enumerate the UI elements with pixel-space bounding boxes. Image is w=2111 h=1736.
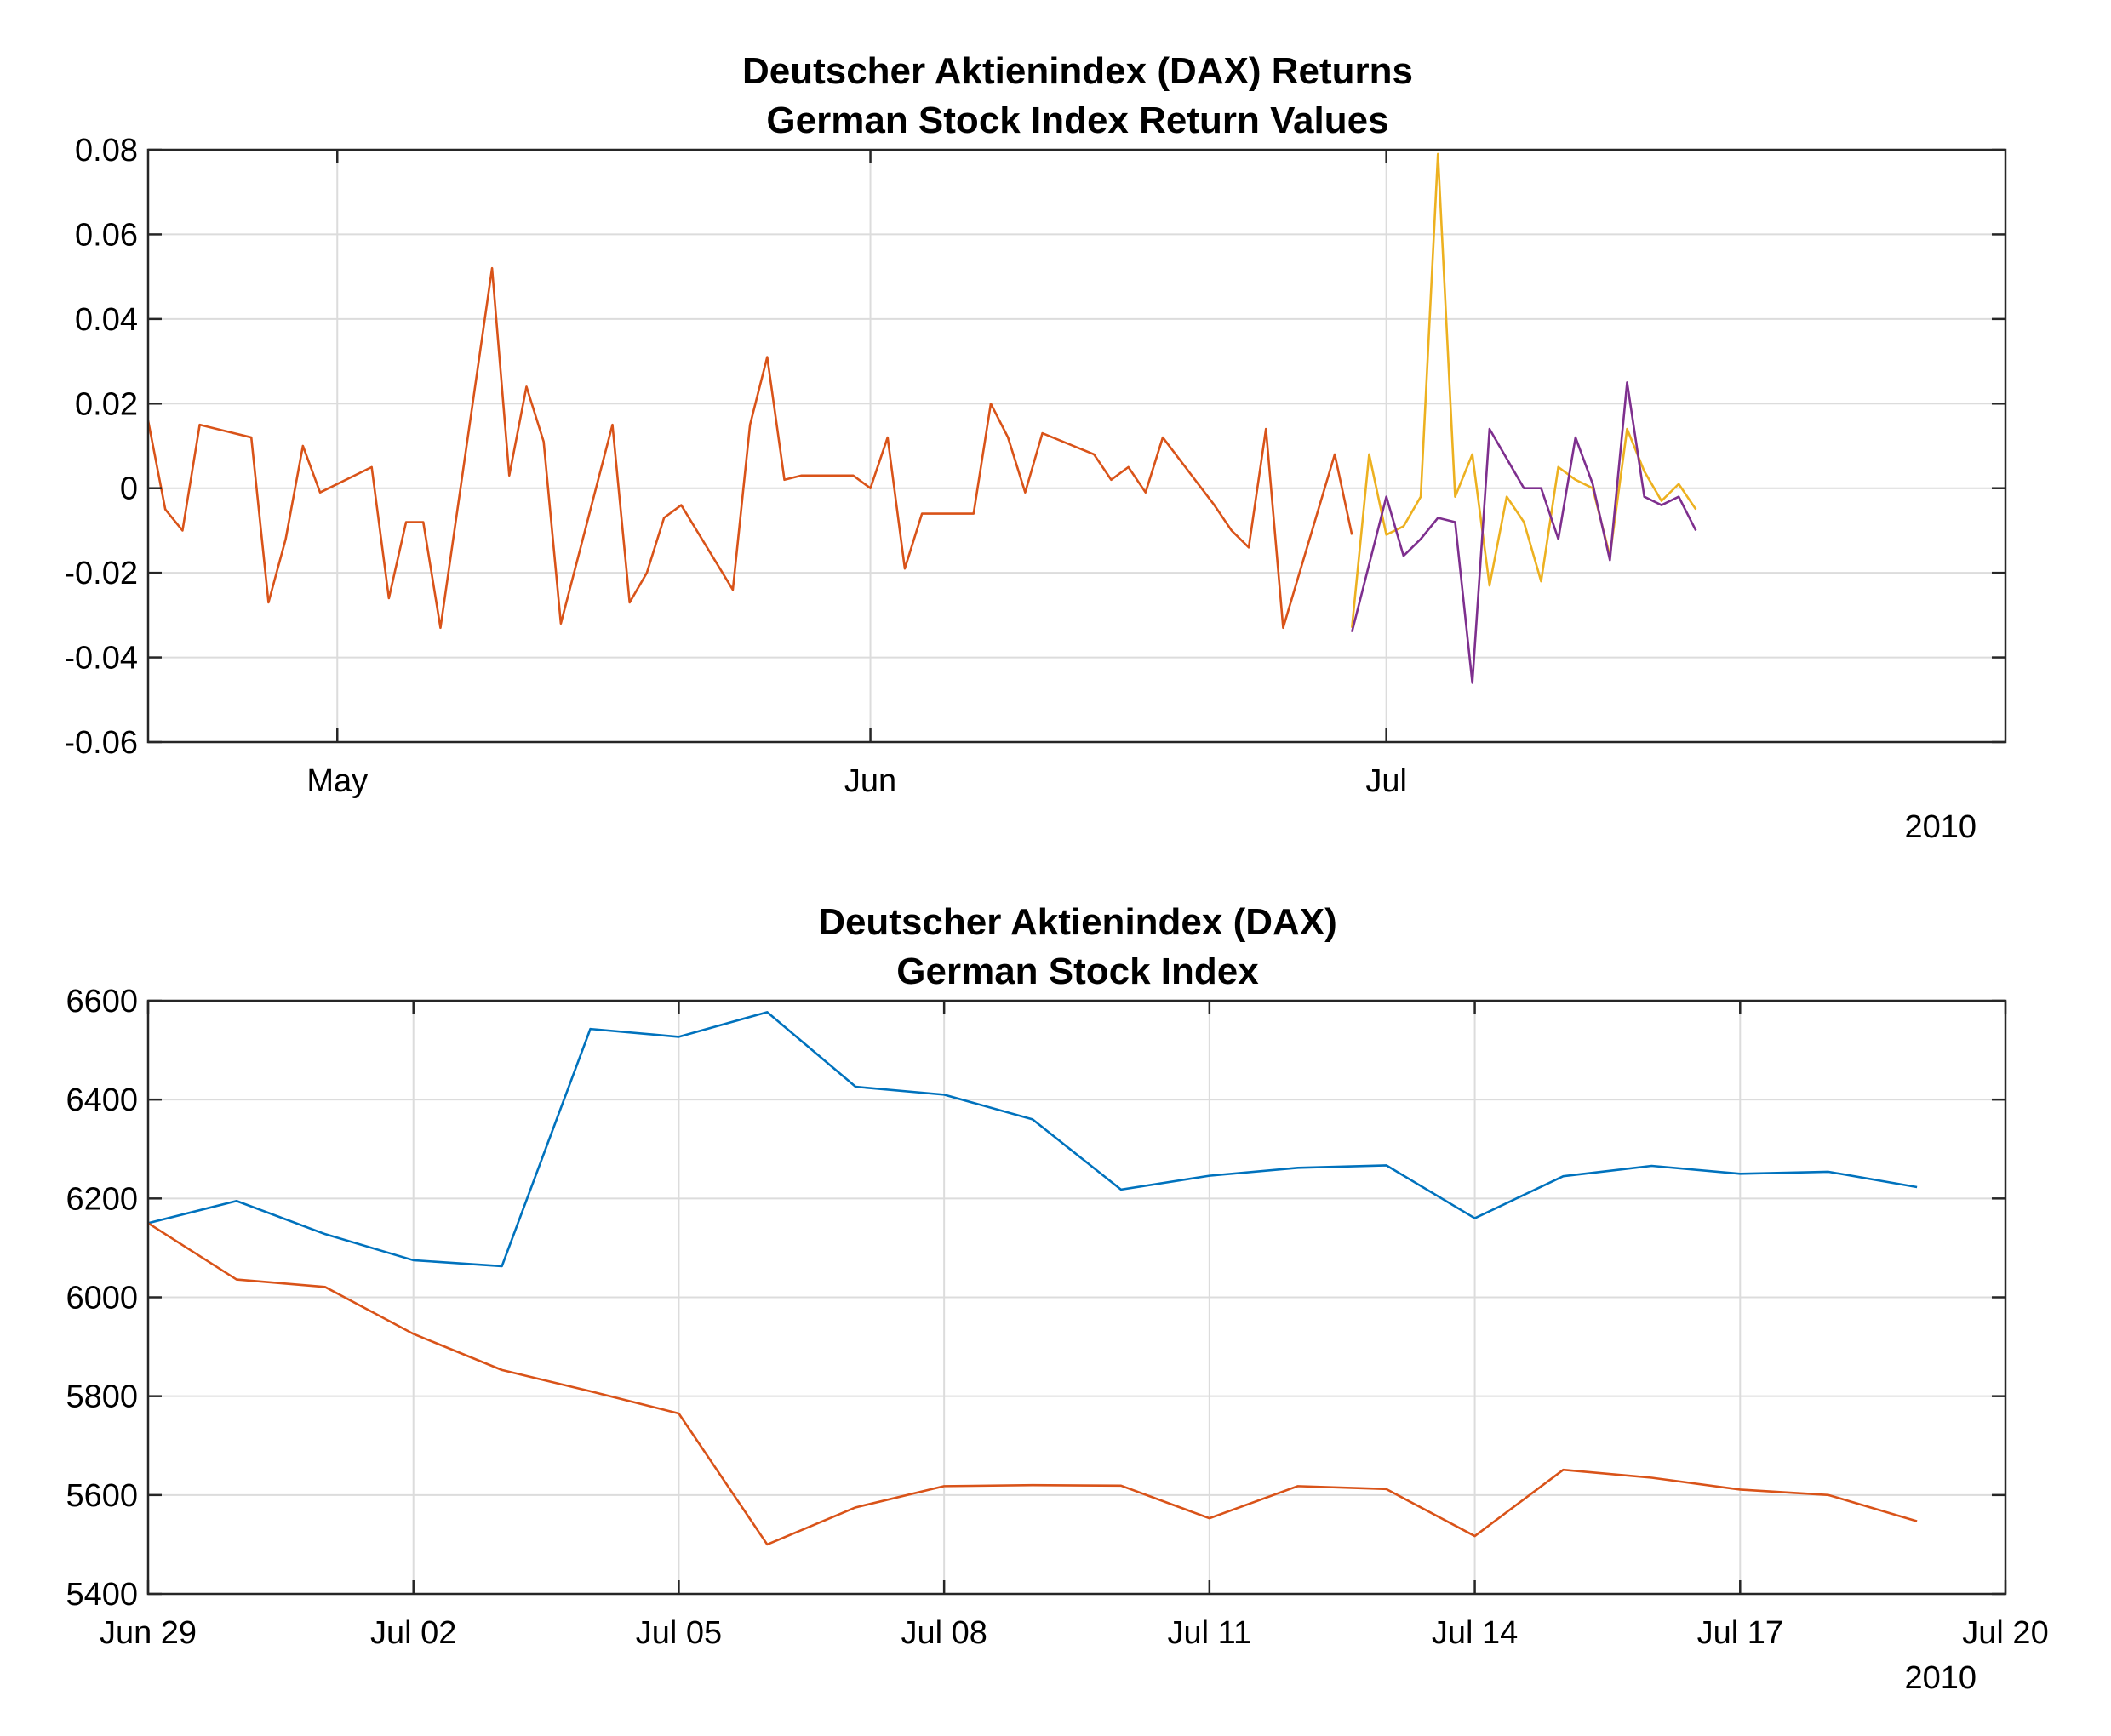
chart-subtitle: German Stock Index Return Values [766,100,1388,141]
y-tick-label: 0.08 [75,133,138,168]
y-tick-label: 5600 [66,1478,138,1514]
tick-marks [148,148,2005,744]
y-tick-label: -0.04 [64,641,138,677]
y-tick-labels: 5400 5600 5800 6000 6200 6400 6600 [66,984,138,1613]
series-line-1 [148,266,1353,630]
x-tick-label: Jul 02 [370,1615,456,1651]
x-tick-label: Jun 29 [100,1615,197,1651]
y-tick-label: 0.02 [75,386,138,422]
y-tick-label: 0.04 [75,302,138,338]
grid [148,149,2005,743]
x-tick-label: Jul 11 [1168,1615,1252,1651]
x-tick-label: Jul [1365,763,1407,799]
x-tick-label: Jul 05 [636,1615,722,1651]
x-tick-labels: Jun 29 Jul 02 Jul 05 Jul 08 Jul 11 Jul 14 Jul … [100,1615,2049,1651]
x-tick-label: Jun [844,763,896,799]
axes-box [146,148,2007,744]
y-tick-label: 6200 [66,1181,138,1217]
y-tick-label: 5800 [66,1379,138,1415]
x-tick-label: Jul 08 [901,1615,987,1651]
x-tick-label: Jul 14 [1432,1615,1518,1651]
tick-marks [146,999,2007,1596]
y-tick-label: -0.06 [64,725,138,761]
chart-title: Deutscher Aktienindex (DAX) Returns [742,50,1413,92]
y-tick-label: 6400 [66,1082,138,1118]
series-line-1 [148,1011,1918,1268]
x-tick-label: May [306,763,368,799]
index-chart: Deutscher Aktienindex (DAX) German Stock… [66,901,2048,1696]
y-tick-label: -0.02 [64,556,138,591]
x-tick-label: Jul 17 [1697,1615,1783,1651]
x-tick-labels: May Jun Jul [306,763,1407,799]
chart-title: Deutscher Aktienindex (DAX) [818,901,1337,943]
y-tick-label: 0 [120,471,138,507]
y-tick-label: 5400 [66,1577,138,1613]
grid [147,1000,2006,1595]
series-lines [148,152,1697,684]
y-tick-label: 6600 [66,984,138,1019]
series-line-2 [148,1222,1918,1546]
series-lines [148,1011,1918,1546]
x-year-label: 2010 [1904,809,1977,845]
x-year-label: 2010 [1904,1660,1977,1696]
chart-subtitle: German Stock Index [896,951,1259,992]
y-tick-labels: -0.06 -0.04 -0.02 0 0.02 0.04 0.06 0.08 [64,133,138,761]
returns-chart: Deutscher Aktienindex (DAX) Returns Germ… [64,50,2007,845]
series-line-3 [1351,381,1697,684]
y-tick-label: 6000 [66,1281,138,1316]
y-tick-label: 0.06 [75,217,138,253]
x-tick-label: Jul 20 [1962,1615,2048,1651]
